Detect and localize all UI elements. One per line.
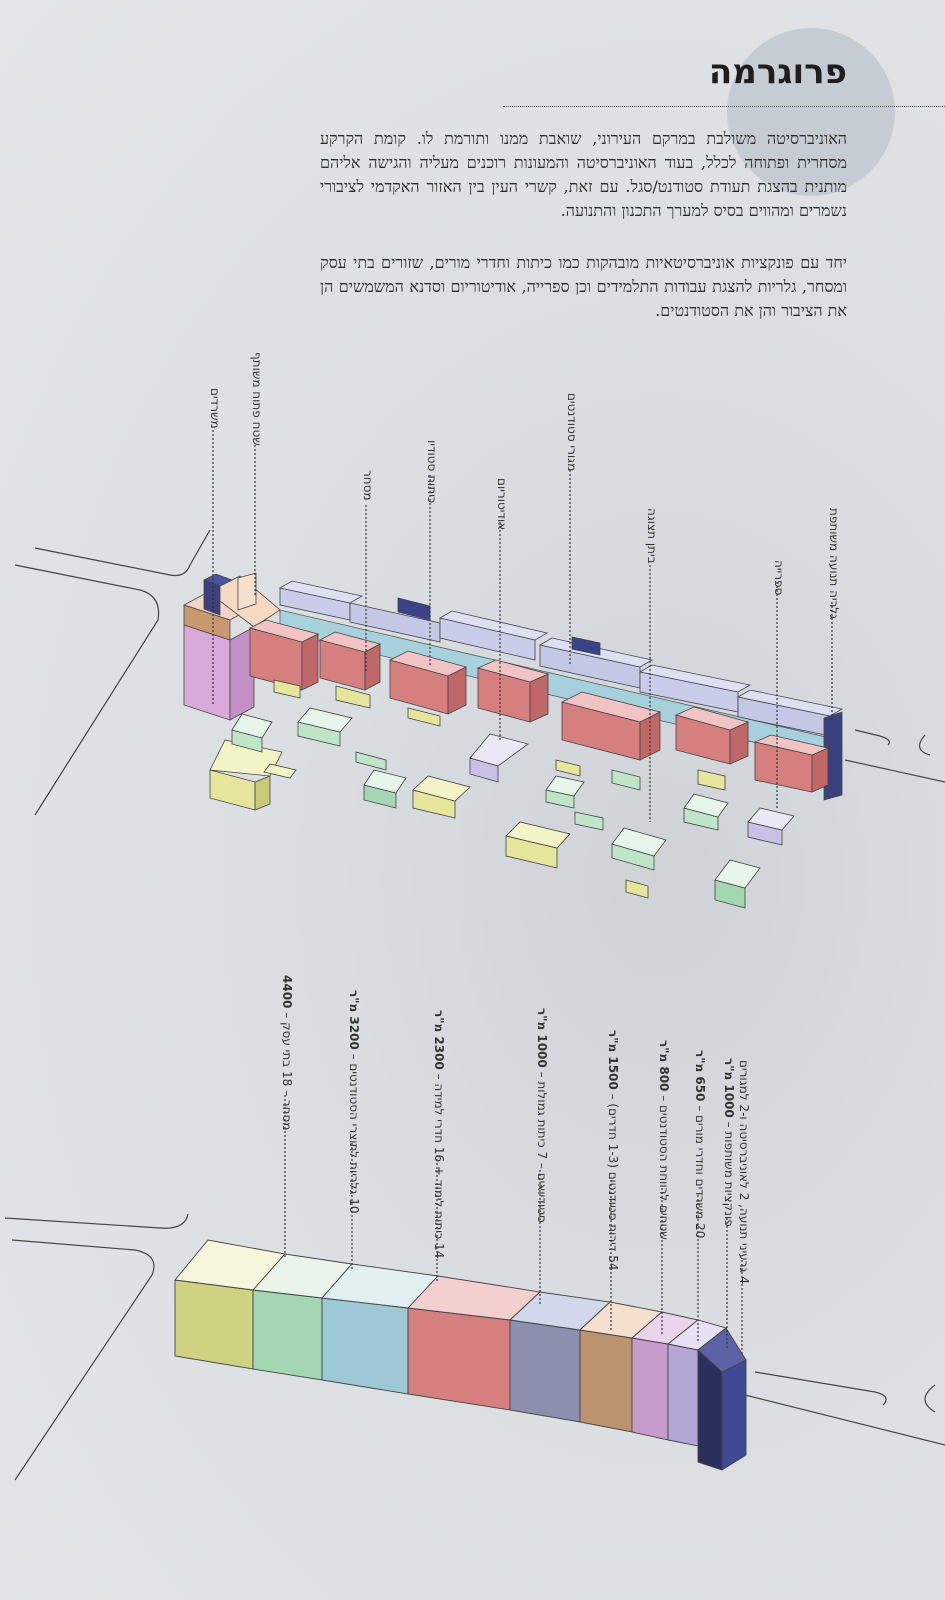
label-auditorium: אודיטוריום (495, 478, 509, 531)
intro-paragraph: האוניברסיטה משולבת במרקם העירוני, שואבת … (320, 129, 847, 220)
functions-paragraph: יחד עם פונקציות אוניברסיטאיות מובהקות כמ… (320, 253, 847, 320)
program-label-cores: 4 גרעיני תנועה, 2 לאוניברסיטה ו-2 למגורי… (737, 1060, 751, 1284)
program-label-dorms: 54 דירות סטודנטים (1-3 חדרים) – 1500 מ"ר (606, 1030, 620, 1271)
label-offices: משרדים (208, 388, 222, 429)
bar-offices (631, 1337, 669, 1441)
leader-lines (212, 430, 833, 1355)
program-label-studios: סטודיואים – 7 כיתות גמולות – 1000 מ"ר (535, 1008, 549, 1223)
commerce-block (209, 769, 256, 811)
street-lines (4, 529, 945, 1481)
decorative-circle (727, 28, 895, 196)
bar-gallery (252, 1289, 323, 1381)
label-student-dorms: מגורי סטודנטים (565, 393, 579, 472)
page-title: פרוגרמה (708, 52, 847, 92)
program-label-shared: פונקציות משותפות – 1000 מ"ר (722, 1058, 736, 1227)
label-commerce: מסחר (361, 470, 375, 501)
program-label-galleries: 10 גלריות לתוצרי הסטודנטים – 3200 מ"ר (347, 990, 361, 1214)
program-label-offices: 20 משרדים וחדרי מורים – 650 מ"ר (693, 1050, 707, 1239)
program-label-welfare: שטחים לרווחת הסטודנטים – 800 מ"ר (657, 1040, 671, 1240)
axon-buildings (182, 572, 844, 909)
title-divider (503, 106, 945, 107)
bar-welfare (579, 1329, 633, 1433)
bar-commerce (174, 1279, 254, 1370)
bar-studios (407, 1307, 511, 1411)
bar-classrooms (321, 1297, 409, 1395)
label-library: ספרייה (772, 560, 786, 596)
program-label-commerce: מסחר – 18 בתי עסק – 4400 (280, 975, 294, 1131)
bar-shared (667, 1343, 699, 1447)
label-open-space: שטח פתוח משותף (250, 352, 264, 446)
label-shared-gallery: גלריה תנועה משותפת (827, 508, 841, 620)
bar-dorms (509, 1319, 581, 1423)
label-pavilion: ביתן תצוגה (645, 508, 659, 564)
program-label-classrooms: 14 כיתות לימוד + 16 חדרי למידה – 2300 מ"… (432, 1010, 446, 1259)
offices-block (183, 624, 231, 721)
program-bar (174, 1239, 747, 1471)
label-studio-classes: כיתות סטודיו (425, 440, 439, 504)
